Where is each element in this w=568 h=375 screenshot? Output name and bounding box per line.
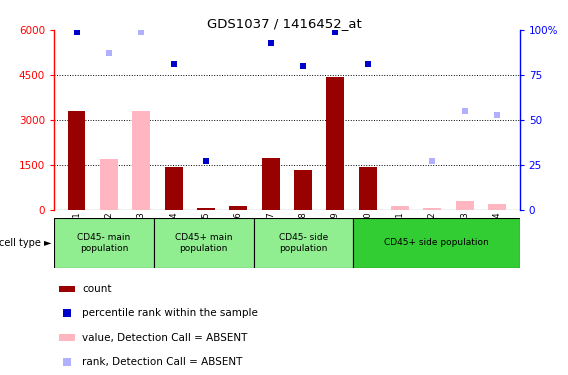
Bar [353, 217, 520, 268]
Bar [391, 206, 409, 210]
Text: CD45+ main
population: CD45+ main population [175, 233, 232, 252]
Bar [54, 217, 154, 268]
Bar [154, 217, 253, 268]
Bar [100, 159, 118, 210]
Bar [262, 158, 279, 210]
Text: cell type ►: cell type ► [0, 238, 51, 248]
Bar [59, 334, 75, 341]
Bar [359, 166, 377, 210]
Bar [229, 206, 247, 210]
Text: value, Detection Call = ABSENT: value, Detection Call = ABSENT [82, 333, 248, 343]
Bar [327, 76, 344, 210]
Text: CD45+ side population: CD45+ side population [384, 238, 489, 248]
Bar [424, 208, 441, 210]
Bar [456, 201, 474, 210]
Text: CD45- main
population: CD45- main population [77, 233, 131, 252]
Bar [253, 217, 353, 268]
Bar [68, 111, 86, 210]
Text: rank, Detection Call = ABSENT: rank, Detection Call = ABSENT [82, 357, 243, 367]
Bar [132, 111, 150, 210]
Text: percentile rank within the sample: percentile rank within the sample [82, 308, 258, 318]
Bar [59, 286, 75, 292]
Text: GDS1037 / 1416452_at: GDS1037 / 1416452_at [207, 17, 361, 30]
Bar [294, 170, 312, 210]
Text: count: count [82, 284, 112, 294]
Text: CD45- side
population: CD45- side population [279, 233, 328, 252]
Bar [488, 204, 506, 210]
Bar [165, 167, 182, 210]
Bar [197, 208, 215, 210]
